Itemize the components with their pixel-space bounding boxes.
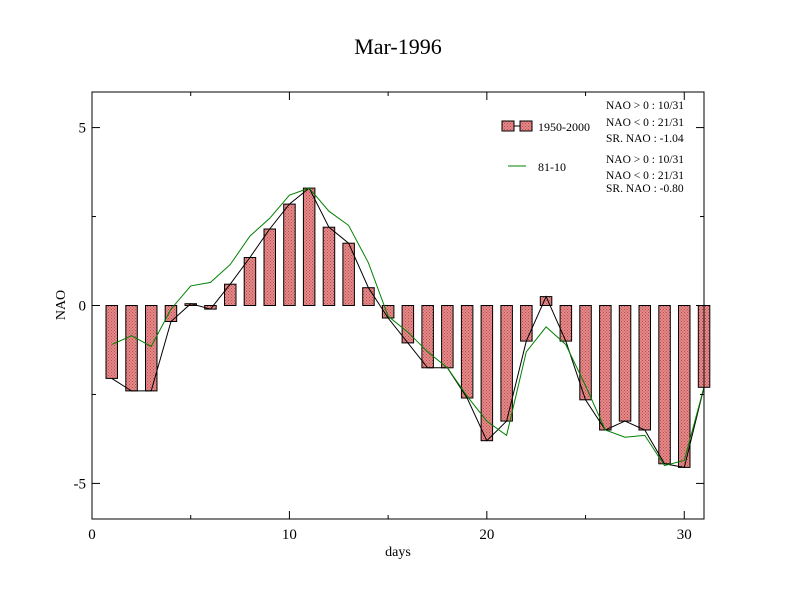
bar-day-4 bbox=[164, 305, 178, 322]
x-tick-label: 20 bbox=[479, 527, 494, 543]
y-axis-label: NAO bbox=[54, 290, 69, 320]
chart-title: Mar-1996 bbox=[354, 34, 442, 59]
stats-block-81-10: NAO > 0 : 10/31 NAO < 0 : 21/31 SR. NAO … bbox=[606, 154, 684, 195]
series-line-81-10 bbox=[111, 187, 705, 467]
bar-day-9 bbox=[263, 228, 276, 306]
bar-day-19 bbox=[460, 305, 474, 399]
bar-day-14 bbox=[362, 287, 375, 307]
x-tick-label: 0 bbox=[88, 527, 96, 543]
bar-day-24 bbox=[559, 305, 573, 342]
bar-day-7 bbox=[224, 283, 237, 307]
y-tick-label: -5 bbox=[74, 476, 87, 492]
stats-block-1950-2000: NAO > 0 : 10/31 NAO < 0 : 21/31 SR. NAO … bbox=[606, 100, 684, 145]
y-tick-label: 5 bbox=[79, 121, 87, 137]
x-axis-label: days bbox=[385, 545, 411, 560]
bar-day-1 bbox=[105, 305, 118, 379]
bar-day-2 bbox=[125, 305, 138, 392]
legend: 1950-2000 81-10 bbox=[501, 120, 590, 174]
legend-swatch-bar bbox=[501, 120, 515, 132]
stat-line: NAO > 0 : 10/31 bbox=[606, 100, 684, 112]
bar-day-17 bbox=[421, 305, 434, 369]
stat-line: NAO > 0 : 10/31 bbox=[606, 154, 684, 166]
legend-label-1950-2000: 1950-2000 bbox=[538, 120, 590, 134]
x-tick-label: 10 bbox=[282, 527, 297, 543]
y-tick-label: 0 bbox=[79, 299, 87, 315]
stat-line: SR. NAO : -0.80 bbox=[606, 183, 684, 195]
bar-day-18 bbox=[441, 305, 454, 369]
plot-area bbox=[105, 187, 711, 468]
bar-day-29 bbox=[658, 305, 671, 465]
bar-day-22 bbox=[520, 305, 533, 342]
bar-day-11 bbox=[302, 187, 316, 307]
legend-swatch-bar-2 bbox=[519, 120, 533, 132]
bar-day-12 bbox=[322, 226, 336, 306]
bar-day-30 bbox=[678, 305, 691, 468]
bar-day-8 bbox=[243, 257, 257, 306]
stat-line: NAO < 0 : 21/31 bbox=[606, 117, 684, 129]
stat-line: SR. NAO : -1.04 bbox=[606, 133, 684, 145]
bar-day-27 bbox=[618, 305, 632, 422]
bar-day-10 bbox=[283, 203, 296, 307]
bar-day-26 bbox=[599, 305, 612, 431]
x-tick-label: 30 bbox=[677, 527, 692, 543]
legend-label-81-10: 81-10 bbox=[538, 160, 566, 174]
axis-ticks: 0 10 20 30 -5 0 5 bbox=[74, 92, 704, 543]
bar-day-28 bbox=[638, 305, 651, 431]
stat-line: NAO < 0 : 21/31 bbox=[606, 170, 684, 182]
